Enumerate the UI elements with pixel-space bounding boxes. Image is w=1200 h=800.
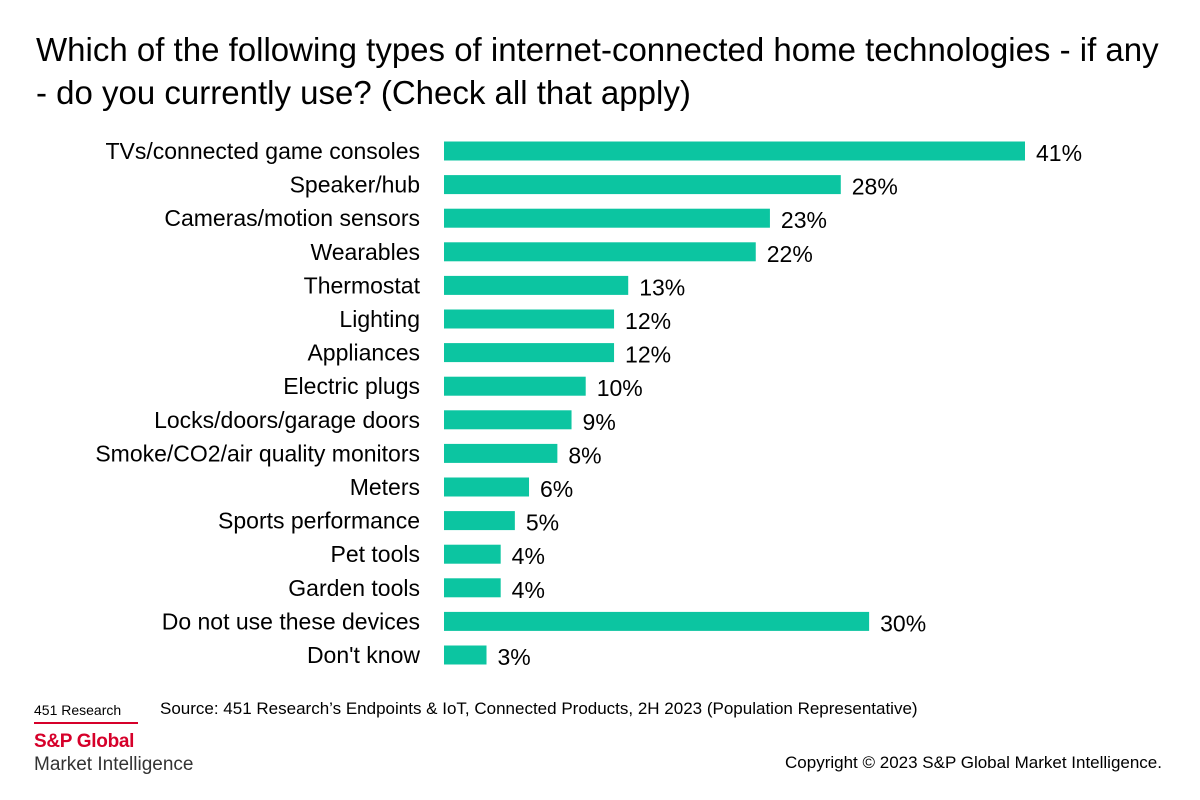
value-label: 30% bbox=[880, 610, 926, 636]
category-label: Electric plugs bbox=[283, 373, 420, 399]
bar bbox=[444, 511, 515, 531]
bar bbox=[444, 141, 1025, 161]
bar bbox=[444, 443, 558, 463]
category-label: TVs/connected game consoles bbox=[105, 138, 420, 164]
bar bbox=[444, 343, 615, 363]
value-label: 5% bbox=[526, 510, 559, 536]
category-label: Smoke/CO2/air quality monitors bbox=[95, 440, 420, 466]
value-label: 10% bbox=[597, 375, 643, 401]
category-label: Speaker/hub bbox=[290, 172, 420, 198]
value-label: 41% bbox=[1036, 140, 1082, 166]
bar bbox=[444, 477, 530, 497]
bar bbox=[444, 410, 572, 430]
brand-subtitle: Market Intelligence bbox=[34, 754, 194, 775]
bar bbox=[444, 242, 756, 262]
value-label: 13% bbox=[639, 274, 685, 300]
value-label: 8% bbox=[568, 442, 601, 468]
category-label: Lighting bbox=[339, 306, 420, 332]
bar bbox=[444, 376, 586, 396]
category-label: Garden tools bbox=[288, 575, 420, 601]
bar bbox=[444, 544, 501, 564]
bar bbox=[444, 175, 841, 195]
bar bbox=[444, 275, 629, 295]
value-label: 4% bbox=[512, 577, 545, 603]
value-label: 23% bbox=[781, 207, 827, 233]
value-label: 28% bbox=[852, 174, 898, 200]
bar bbox=[444, 578, 501, 598]
logo-rule bbox=[34, 722, 138, 724]
value-label: 9% bbox=[583, 409, 616, 435]
category-label: Locks/doors/garage doors bbox=[154, 407, 420, 433]
brand-logo: S&P Global bbox=[34, 731, 135, 752]
value-label: 3% bbox=[498, 644, 531, 670]
category-label: Sports performance bbox=[218, 508, 420, 534]
value-label: 12% bbox=[625, 308, 671, 334]
bar bbox=[444, 208, 770, 228]
category-label: Pet tools bbox=[331, 541, 421, 567]
source-note: Source: 451 Research’s Endpoints & IoT, … bbox=[160, 699, 918, 718]
category-label: Don't know bbox=[307, 642, 420, 668]
category-label: Do not use these devices bbox=[162, 608, 420, 634]
category-label: Meters bbox=[350, 474, 420, 500]
bar-chart: TVs/connected game consoles 41% Speaker/hu… bbox=[95, 138, 1082, 670]
bar bbox=[444, 611, 870, 631]
chart-title: Which of the following types of internet… bbox=[36, 31, 1159, 111]
value-label: 22% bbox=[767, 241, 813, 267]
bar bbox=[444, 309, 615, 329]
value-label: 4% bbox=[512, 543, 545, 569]
value-label: 6% bbox=[540, 476, 573, 502]
category-label: Wearables bbox=[310, 239, 420, 265]
value-label: 12% bbox=[625, 342, 671, 368]
category-label: Thermostat bbox=[304, 272, 421, 298]
category-label: Cameras/motion sensors bbox=[164, 205, 420, 231]
category-label: Appliances bbox=[307, 340, 420, 366]
copyright-note: Copyright © 2023 S&P Global Market Intel… bbox=[785, 753, 1162, 772]
bar bbox=[444, 645, 487, 665]
research-label: 451 Research bbox=[34, 702, 122, 718]
